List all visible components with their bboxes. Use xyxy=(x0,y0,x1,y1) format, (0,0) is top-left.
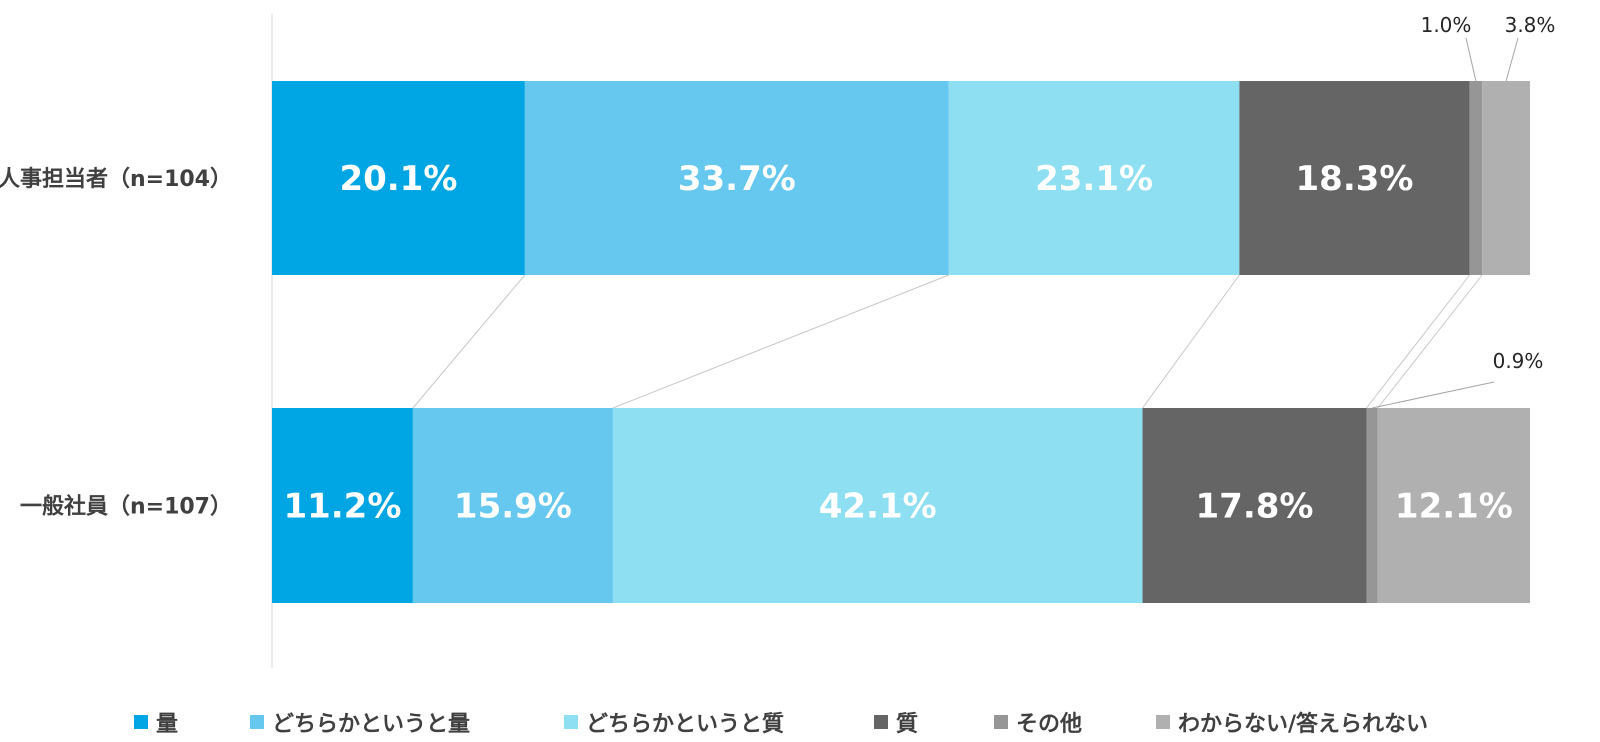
data-label: 11.2% xyxy=(283,487,401,527)
leader-line xyxy=(1505,37,1519,82)
legend-item: 量 xyxy=(134,706,178,738)
bar-segment xyxy=(272,408,413,603)
legend-item: 質 xyxy=(874,706,918,738)
category-label: 人事担当者（n=104） xyxy=(0,166,232,192)
bar-segment xyxy=(1482,81,1530,275)
legend-item: わからない/答えられない xyxy=(1156,706,1428,738)
legend-item: その他 xyxy=(994,706,1082,738)
data-label: 42.1% xyxy=(819,487,937,527)
legend-swatch xyxy=(250,715,264,729)
category-label: 一般社員（n=107） xyxy=(20,494,232,520)
series-connector-line xyxy=(412,274,526,409)
bar-segment xyxy=(1239,81,1470,275)
series-connector-line xyxy=(1366,274,1471,409)
series-connector-line xyxy=(1142,274,1240,409)
data-label: 3.8% xyxy=(1505,13,1556,37)
data-label: 20.1% xyxy=(339,159,457,199)
legend-item: どちらかというと質 xyxy=(564,706,784,738)
bar-segment xyxy=(612,408,1143,603)
bar-segment xyxy=(1377,408,1530,603)
legend-label: その他 xyxy=(1016,712,1083,737)
legend-label: 質 xyxy=(896,712,919,737)
legend-swatch xyxy=(994,715,1008,729)
leader-line xyxy=(1372,381,1495,409)
bar-segment xyxy=(1469,81,1483,275)
legend-label: どちらかというと量 xyxy=(272,712,471,737)
data-label: 12.1% xyxy=(1395,487,1513,527)
data-label: 1.0% xyxy=(1421,13,1472,37)
bar-segment xyxy=(412,408,613,603)
bar-segment xyxy=(524,81,949,275)
data-label: 33.7% xyxy=(678,159,796,199)
leader-line xyxy=(1465,37,1477,82)
legend-label: 量 xyxy=(156,712,179,737)
legend-swatch xyxy=(134,715,148,729)
bar-segment xyxy=(1366,408,1378,603)
legend-item: どちらかというと量 xyxy=(250,706,470,738)
data-label: 17.8% xyxy=(1196,487,1314,527)
legend-swatch xyxy=(874,715,888,729)
bar-segment xyxy=(272,81,525,275)
data-label: 0.9% xyxy=(1493,349,1544,373)
series-connector-line xyxy=(1377,274,1483,409)
legend-label: どちらかというと質 xyxy=(586,712,785,737)
series-connector-line xyxy=(612,274,949,409)
bar-segment xyxy=(1142,408,1367,603)
legend: 量 どちらかというと量 どちらかというと質 質 その他 わからない/答えられない xyxy=(134,706,1574,738)
data-label: 18.3% xyxy=(1296,159,1414,199)
legend-label: わからない/答えられない xyxy=(1178,712,1429,737)
data-label: 15.9% xyxy=(454,487,572,527)
legend-swatch xyxy=(564,715,578,729)
data-label: 23.1% xyxy=(1035,159,1153,199)
legend-swatch xyxy=(1156,715,1170,729)
bar-segment xyxy=(948,81,1240,275)
